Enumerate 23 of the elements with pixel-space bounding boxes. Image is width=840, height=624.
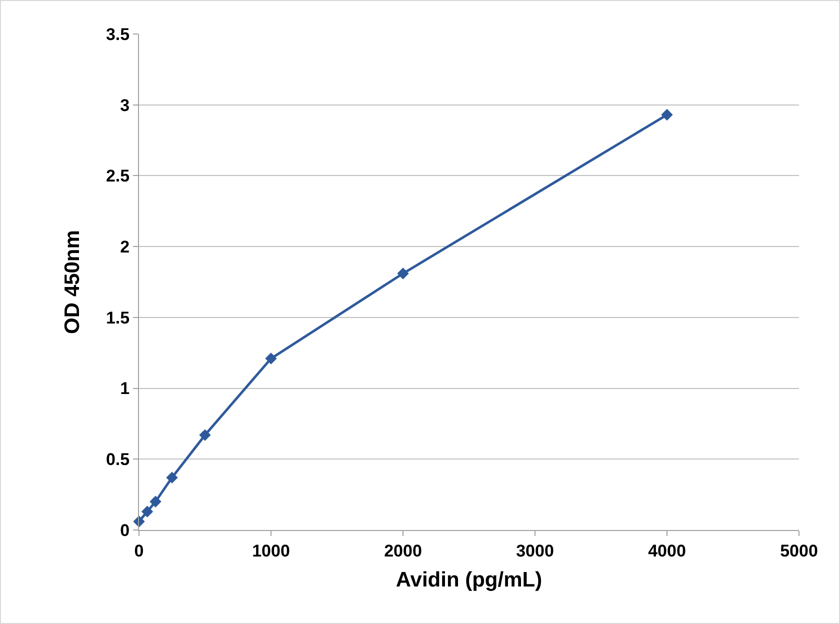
y-tick-label: 1	[120, 379, 130, 398]
x-tick-label: 2000	[384, 541, 422, 560]
y-tick-label: 3	[120, 96, 130, 115]
x-tick-label: 1000	[252, 541, 290, 560]
point	[199, 429, 211, 441]
point	[150, 496, 162, 508]
x-tick-label: 3000	[516, 541, 554, 560]
point	[397, 268, 409, 280]
y-tick-label: 3.5	[106, 24, 130, 44]
y-tick-label: 0	[120, 520, 130, 540]
y-tick-label: 1.5	[106, 308, 130, 328]
x-tick-label: 5000	[780, 541, 818, 560]
x-tick-label: 4000	[648, 541, 686, 560]
point	[661, 108, 673, 121]
point	[166, 472, 178, 484]
x-tick-label: 0	[134, 541, 144, 560]
y-axis-title: OD 450nm	[61, 230, 84, 334]
point	[265, 352, 277, 364]
y-tick-label: 0.5	[106, 450, 130, 470]
point	[141, 506, 154, 518]
y-tick-label: 2.5	[106, 166, 130, 186]
y-tick-label: 2	[120, 238, 130, 257]
x-axis-title: Avidin (pg/mL)	[396, 568, 542, 592]
